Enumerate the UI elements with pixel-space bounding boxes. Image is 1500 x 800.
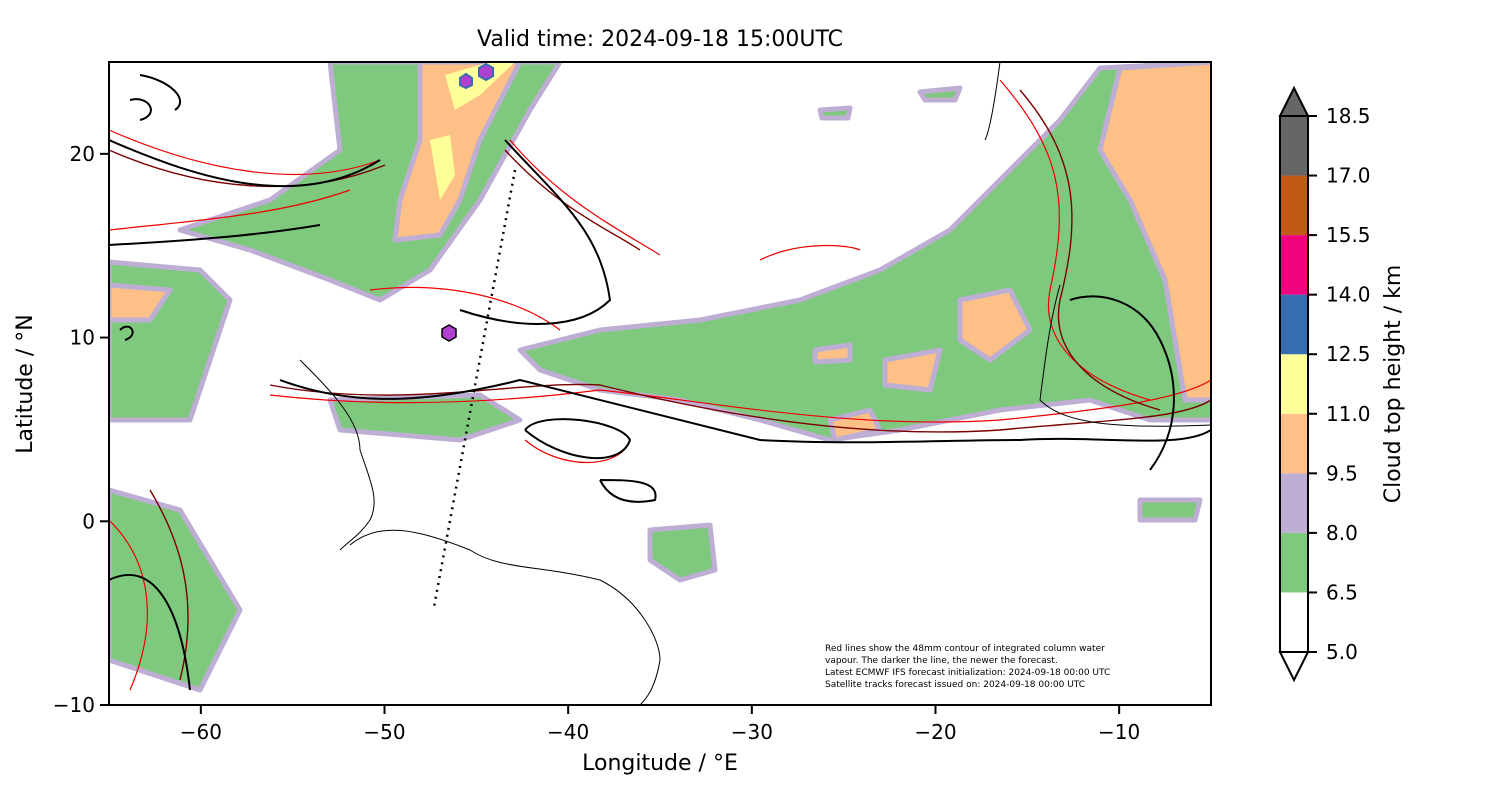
annotation: Satellite tracks forecast issued on: 202… [825, 680, 1085, 690]
plot-frame [108, 61, 1212, 706]
x-tick-label: −40 [547, 720, 589, 744]
annotation: Latest ECMWF IFS forecast initialization… [825, 668, 1110, 678]
colorbar-segment [1280, 592, 1308, 652]
colorbar-segment [1280, 532, 1308, 593]
y-tick-label: 10 [70, 326, 95, 350]
x-tick-label: −30 [731, 720, 773, 744]
colorbar-extend-top [1278, 85, 1310, 117]
colorbar-tick-label: 5.0 [1326, 640, 1358, 664]
colorbar-tick-label: 8.0 [1326, 521, 1358, 545]
colorbar-extend-bottom [1278, 651, 1310, 683]
map-field [109, 62, 1211, 705]
annotation: Red lines show the 48mm contour of integ… [825, 644, 1105, 654]
colorbar-tick-label: 17.0 [1326, 164, 1371, 188]
x-tick-label: −50 [363, 720, 405, 744]
chart-title: Valid time: 2024-09-18 15:00UTC [477, 27, 843, 52]
colorbar-tick-label: 11.0 [1326, 402, 1371, 426]
colorbar-tick-label: 14.0 [1326, 283, 1371, 307]
x-tick-label: −60 [180, 720, 222, 744]
colorbar-tick-label: 18.5 [1326, 104, 1371, 128]
x-axis-label: Longitude / °E [582, 751, 738, 776]
colorbar-segment [1280, 354, 1308, 414]
colorbar-tick-label: 12.5 [1326, 342, 1371, 366]
annotation: vapour. The darker the line, the newer t… [825, 656, 1058, 666]
colorbar-label: Cloud top height / km [1381, 265, 1406, 504]
colorbar-segment [1280, 413, 1308, 474]
colorbar-segment [1280, 175, 1308, 236]
colorbar-segment [1280, 116, 1308, 176]
y-tick-label: 0 [82, 509, 95, 533]
colorbar-tick-label: 9.5 [1326, 461, 1358, 485]
colorbar-segment [1280, 294, 1308, 355]
x-tick-label: −20 [914, 720, 956, 744]
y-axis-label: Latitude / °N [13, 314, 38, 453]
colorbar-segment [1280, 473, 1308, 533]
colorbar-tick-label: 15.5 [1326, 223, 1371, 247]
colorbar-segment [1280, 235, 1308, 295]
y-tick-label: −10 [53, 693, 95, 717]
colorbar-tick-label: 6.5 [1326, 580, 1358, 604]
y-tick-label: 20 [70, 142, 95, 166]
colorbar-frame [1279, 115, 1309, 653]
x-tick-label: −10 [1098, 720, 1140, 744]
